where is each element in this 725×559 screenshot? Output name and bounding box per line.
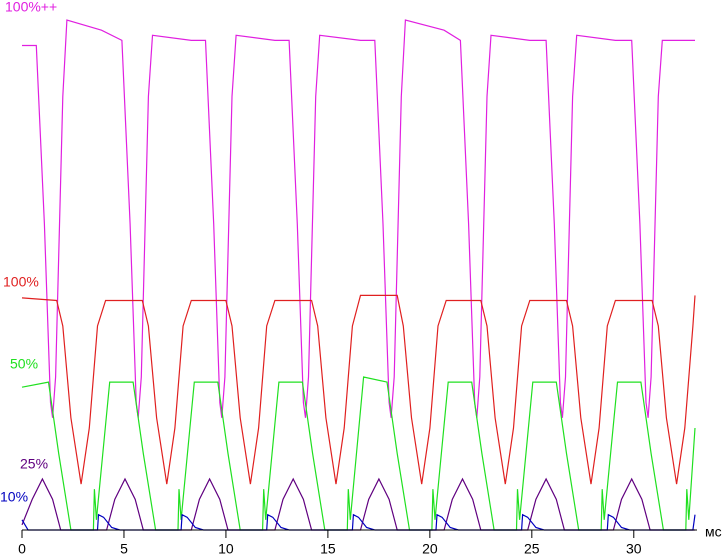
x-tick-label: 20 [422, 541, 438, 557]
x-tick-label: 30 [626, 541, 642, 557]
series-label: 10% [0, 489, 28, 505]
x-tick-label: 15 [320, 541, 336, 557]
series-label: 25% [20, 456, 48, 472]
series-line [21, 477, 695, 531]
x-tick-label: 0 [18, 541, 26, 557]
series-line [22, 19, 695, 418]
x-axis-label: мс [705, 524, 722, 540]
x-tick-label: 10 [218, 541, 234, 557]
x-tick-label: 5 [120, 541, 128, 557]
series-line [21, 294, 696, 485]
series-label: 50% [10, 356, 38, 372]
series-line [21, 513, 696, 531]
series-label: 100% [3, 274, 39, 290]
series-label: 100%++ [5, 0, 57, 15]
x-tick-label: 25 [524, 541, 540, 557]
series-line [21, 376, 696, 531]
